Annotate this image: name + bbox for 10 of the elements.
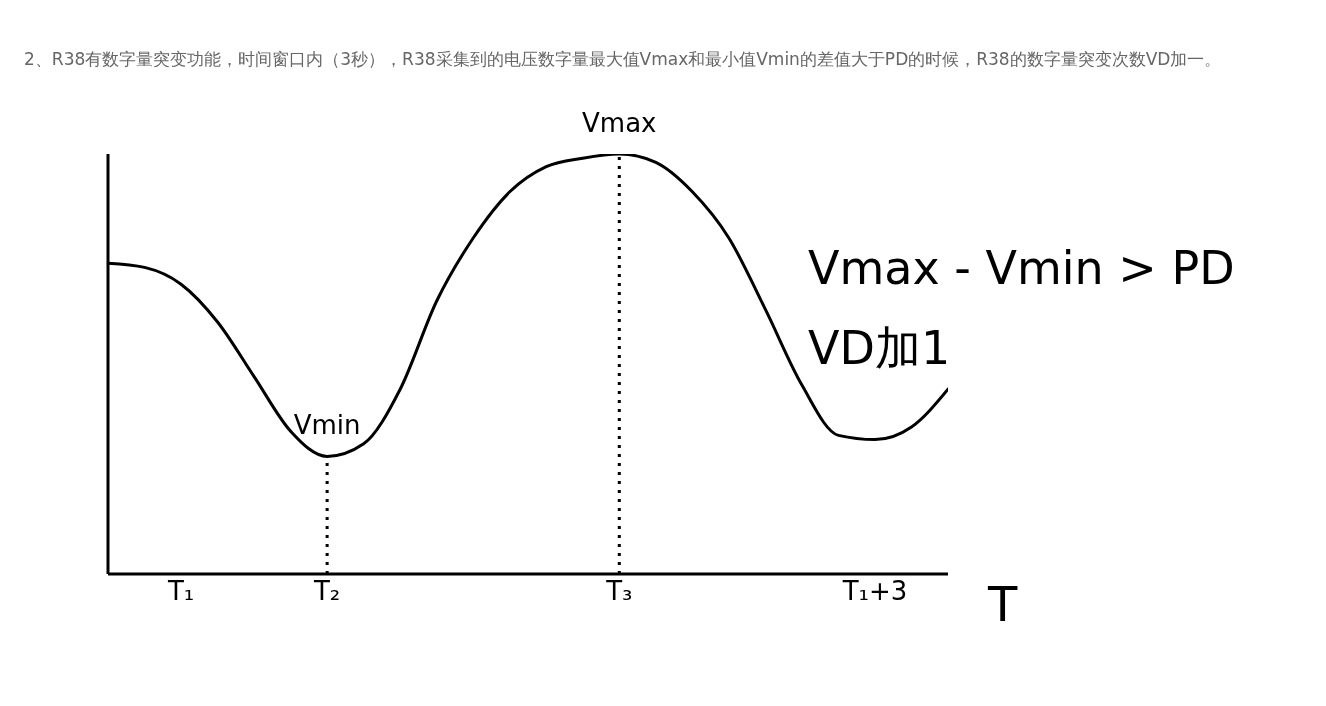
annotation: Vmax - Vmin > PD [808, 240, 1235, 297]
annotation: Vmin [293, 410, 361, 441]
x-axis-title: T [987, 576, 1018, 633]
chart-title: 2、R38有数字量突变功能，时间窗口内（3秒），R38采集到的电压数字量最大值Vmax和最小值Vmin的差值大于PD的时候，R38的数字量突变次数VD加一。 [23, 48, 1223, 71]
x-tick-label: T₁+3 [841, 576, 908, 607]
annotation: Vmax [582, 108, 657, 138]
annotation: VD加1 [808, 320, 952, 377]
x-tick-label: T₁ [166, 576, 195, 607]
x-tick-label: T₂ [312, 576, 341, 607]
x-tick-label: T₃ [605, 576, 633, 607]
